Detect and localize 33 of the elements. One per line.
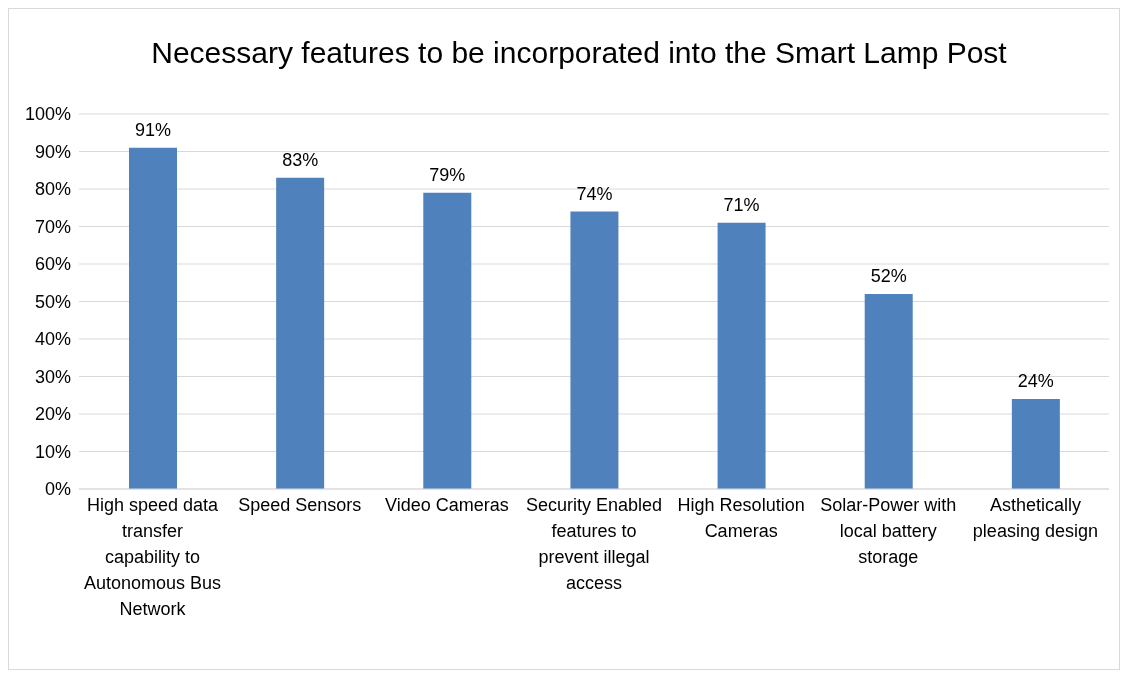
data-label: 91% xyxy=(134,119,172,140)
bar xyxy=(864,294,913,489)
bar xyxy=(717,222,766,489)
bar xyxy=(276,177,325,489)
y-tick-label: 20% xyxy=(34,404,71,425)
data-label: 71% xyxy=(723,194,760,215)
x-tick-label: High speed data transfer capability to Autonomous Bus Network xyxy=(84,495,222,619)
data-label: 24% xyxy=(1017,371,1054,391)
chart-title: Necessary features to be incorporated into the Smart Lamp Post xyxy=(150,35,1008,71)
y-tick-label: 70% xyxy=(34,216,71,237)
x-tick-label: High Resolution Cameras xyxy=(677,495,805,541)
data-label: 74% xyxy=(576,183,613,204)
data-label: 79% xyxy=(429,164,466,185)
bar xyxy=(129,147,177,489)
y-tick-label: 100% xyxy=(24,104,71,125)
x-tick-label: Speed Sensors xyxy=(238,495,362,515)
y-tick-label: 0% xyxy=(44,479,71,500)
bar xyxy=(570,211,619,489)
bar xyxy=(423,192,472,489)
y-tick-label: 60% xyxy=(34,254,71,275)
y-tick-label: 30% xyxy=(34,366,71,387)
y-tick-label: 80% xyxy=(34,179,71,200)
data-label: 83% xyxy=(282,149,319,170)
x-tick-label: Asthetically pleasing design xyxy=(972,495,1098,541)
x-tick-label: Solar-Power with local battery storage xyxy=(820,495,957,567)
bar xyxy=(1011,399,1060,489)
data-label: 52% xyxy=(870,266,907,286)
y-tick-label: 50% xyxy=(34,291,71,312)
x-tick-label: Security Enabled features to prevent illegal access xyxy=(525,495,663,593)
y-tick-label: 40% xyxy=(34,329,71,350)
x-tick-label: Video Cameras xyxy=(384,495,509,515)
y-tick-label: 10% xyxy=(34,441,71,462)
y-tick-label: 90% xyxy=(34,141,71,162)
